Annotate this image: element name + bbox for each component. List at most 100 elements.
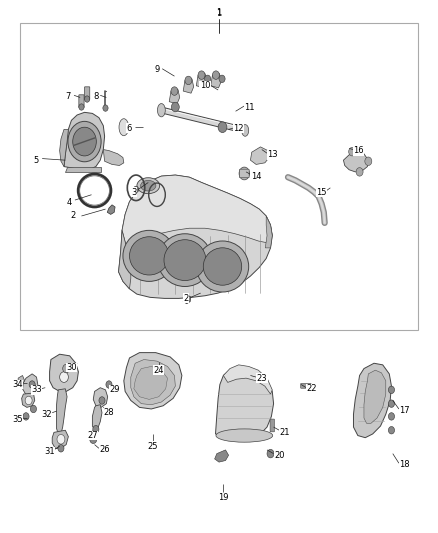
Text: 8: 8 <box>93 92 99 101</box>
Polygon shape <box>65 166 101 172</box>
Text: 7: 7 <box>66 92 71 101</box>
Text: 2: 2 <box>184 294 189 303</box>
Ellipse shape <box>164 240 206 280</box>
Polygon shape <box>215 368 274 439</box>
Text: 29: 29 <box>110 385 120 394</box>
Text: 15: 15 <box>316 188 327 197</box>
Polygon shape <box>124 353 182 409</box>
FancyBboxPatch shape <box>85 87 90 100</box>
Polygon shape <box>103 150 124 165</box>
Circle shape <box>63 365 70 373</box>
Circle shape <box>239 167 250 180</box>
Ellipse shape <box>123 230 175 281</box>
Circle shape <box>171 102 179 112</box>
Polygon shape <box>353 364 392 438</box>
Circle shape <box>389 400 395 407</box>
Text: 34: 34 <box>12 380 23 389</box>
Polygon shape <box>343 152 368 172</box>
Polygon shape <box>223 365 272 394</box>
Polygon shape <box>131 360 175 405</box>
Circle shape <box>171 87 178 95</box>
Text: 26: 26 <box>99 446 110 455</box>
Polygon shape <box>60 130 68 166</box>
Ellipse shape <box>137 177 159 193</box>
Circle shape <box>205 75 211 83</box>
Circle shape <box>58 445 64 452</box>
Text: 31: 31 <box>44 447 55 456</box>
Text: 35: 35 <box>12 415 23 424</box>
Circle shape <box>349 148 356 156</box>
Text: 30: 30 <box>66 363 77 372</box>
Circle shape <box>198 71 205 79</box>
Polygon shape <box>119 175 272 298</box>
Circle shape <box>23 413 29 420</box>
Text: 18: 18 <box>399 460 410 469</box>
Text: 3: 3 <box>131 188 137 197</box>
Text: 32: 32 <box>41 410 52 419</box>
FancyBboxPatch shape <box>79 95 84 108</box>
Text: 1: 1 <box>216 8 222 17</box>
Text: 21: 21 <box>279 428 290 437</box>
FancyBboxPatch shape <box>300 383 311 388</box>
Circle shape <box>212 71 219 79</box>
Polygon shape <box>18 375 25 384</box>
Circle shape <box>356 167 363 176</box>
Text: 19: 19 <box>218 493 229 502</box>
Ellipse shape <box>119 119 129 136</box>
Polygon shape <box>107 205 115 214</box>
Bar <box>20 23 418 330</box>
Ellipse shape <box>216 429 273 442</box>
Circle shape <box>73 127 96 156</box>
Circle shape <box>29 381 35 388</box>
Circle shape <box>218 122 227 133</box>
Polygon shape <box>64 112 105 169</box>
Circle shape <box>93 425 99 433</box>
Text: 5: 5 <box>33 156 38 165</box>
Ellipse shape <box>157 103 165 117</box>
Polygon shape <box>265 216 272 248</box>
Text: 25: 25 <box>147 442 158 451</box>
Text: 9: 9 <box>154 66 159 74</box>
Polygon shape <box>251 147 269 165</box>
Text: 24: 24 <box>153 366 164 375</box>
Polygon shape <box>119 230 131 289</box>
Circle shape <box>90 435 97 443</box>
Circle shape <box>60 372 68 382</box>
Text: 6: 6 <box>127 124 132 133</box>
Ellipse shape <box>203 248 242 285</box>
Ellipse shape <box>130 237 169 275</box>
Circle shape <box>267 449 274 458</box>
Polygon shape <box>57 389 67 434</box>
Text: 2: 2 <box>70 212 75 221</box>
Circle shape <box>99 397 105 404</box>
Text: 33: 33 <box>31 385 42 394</box>
Polygon shape <box>49 354 78 391</box>
Text: 16: 16 <box>353 146 364 155</box>
Polygon shape <box>92 405 102 430</box>
Polygon shape <box>122 175 272 253</box>
Circle shape <box>389 386 395 393</box>
Circle shape <box>25 396 32 405</box>
Text: 22: 22 <box>306 384 317 393</box>
Text: 1: 1 <box>216 10 222 19</box>
FancyBboxPatch shape <box>240 169 249 177</box>
Polygon shape <box>364 370 386 423</box>
Circle shape <box>106 381 112 388</box>
Circle shape <box>365 157 372 165</box>
Text: 27: 27 <box>87 431 98 440</box>
Text: 23: 23 <box>257 374 267 383</box>
Circle shape <box>103 105 108 111</box>
Text: 14: 14 <box>251 172 261 181</box>
Text: 17: 17 <box>399 406 410 415</box>
Circle shape <box>185 76 192 85</box>
Circle shape <box>68 122 101 162</box>
Polygon shape <box>21 393 35 407</box>
Text: 13: 13 <box>267 150 278 159</box>
Ellipse shape <box>242 125 249 136</box>
FancyBboxPatch shape <box>270 419 275 432</box>
Circle shape <box>389 426 395 434</box>
Text: 4: 4 <box>67 198 72 207</box>
Ellipse shape <box>158 234 212 287</box>
Polygon shape <box>161 107 246 134</box>
Text: 11: 11 <box>244 102 255 111</box>
